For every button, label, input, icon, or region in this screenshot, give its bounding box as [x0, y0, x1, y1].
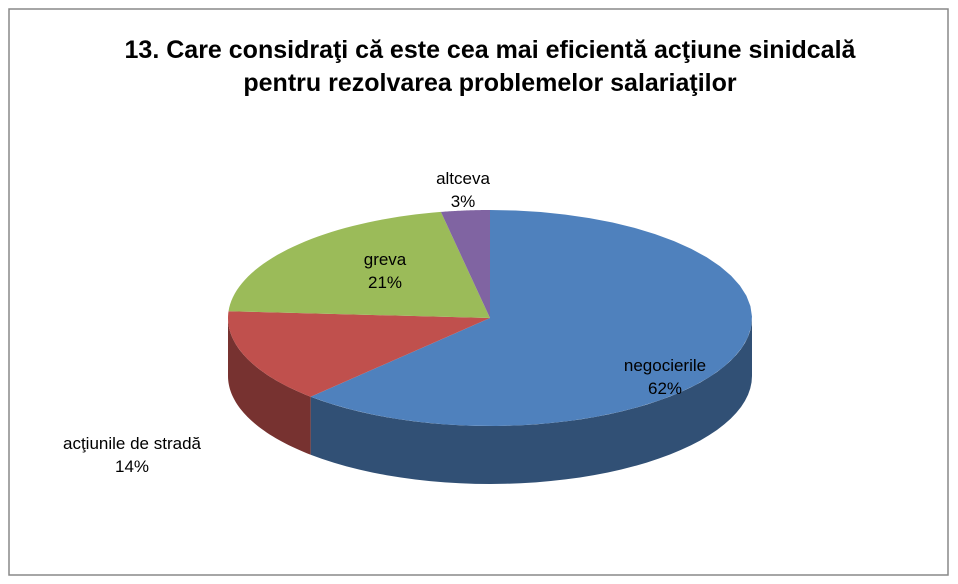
- data-label: greva 21%: [335, 248, 435, 294]
- slice-side: [310, 318, 752, 484]
- data-label: negocierile 62%: [595, 354, 735, 400]
- data-label: acţiunile de stradă 14%: [63, 434, 201, 476]
- slice: [228, 311, 491, 397]
- slice-side: [228, 318, 311, 455]
- value-label: 21%: [367, 273, 403, 292]
- value-label: 14%: [114, 457, 150, 476]
- slice: [228, 211, 490, 318]
- chart-title: 13. Care considraţi că este cea mai efic…: [124, 36, 856, 97]
- value-label: 3%: [450, 192, 476, 211]
- slice: [310, 210, 752, 426]
- value-label: 62%: [647, 379, 683, 398]
- slice: [440, 210, 490, 318]
- data-label: altceva 3%: [413, 167, 513, 213]
